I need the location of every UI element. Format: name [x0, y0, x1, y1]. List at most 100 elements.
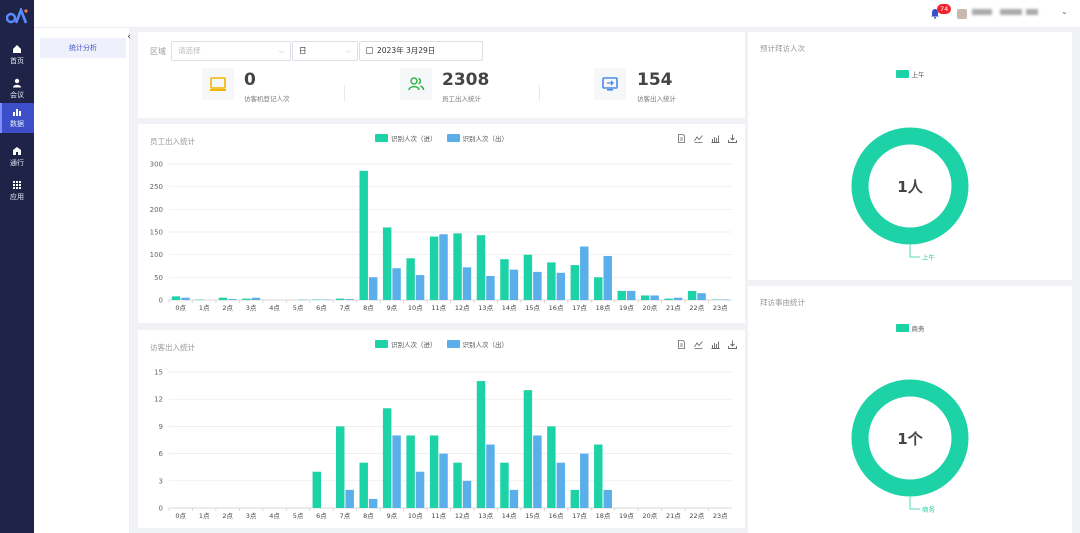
bar-out[interactable]	[580, 453, 589, 508]
x-tick-label: 17点	[572, 512, 587, 520]
bar-in[interactable]	[382, 227, 392, 300]
nav-item-meeting[interactable]: 会议	[0, 74, 34, 104]
bar-out[interactable]	[462, 267, 472, 300]
bar-in[interactable]	[218, 297, 228, 300]
pie-slice[interactable]	[851, 379, 969, 497]
bar-out[interactable]	[228, 299, 237, 300]
bar-out[interactable]	[368, 498, 378, 508]
calendar-icon	[366, 47, 373, 54]
x-tick-label: 12点	[455, 304, 470, 312]
bar-out[interactable]	[392, 435, 401, 508]
bar-out[interactable]	[697, 293, 706, 300]
bar-in[interactable]	[664, 298, 673, 300]
bar-out[interactable]	[603, 489, 612, 508]
download-icon[interactable]	[728, 340, 737, 349]
bar-out[interactable]	[533, 271, 542, 300]
bar-out[interactable]	[509, 489, 519, 508]
nav-item-data[interactable]: 数据	[0, 103, 34, 133]
bar-out[interactable]	[368, 277, 378, 300]
avatar[interactable]	[957, 9, 967, 19]
bar-out[interactable]	[673, 297, 683, 300]
app-logo[interactable]	[6, 8, 28, 24]
bar-in[interactable]	[429, 435, 439, 508]
bar-in[interactable]	[594, 444, 603, 508]
x-tick-label: 15点	[525, 304, 540, 312]
legend-label-in[interactable]: 识别人次（进）	[391, 341, 437, 349]
bar-in[interactable]	[687, 290, 697, 300]
bar-out[interactable]	[392, 268, 401, 300]
bar-out[interactable]	[509, 269, 519, 300]
bar-in[interactable]	[359, 170, 368, 300]
bar-in[interactable]	[500, 259, 509, 300]
nav-item-access[interactable]: 通行	[0, 142, 34, 172]
bar-in[interactable]	[500, 462, 509, 508]
pie-slice[interactable]	[851, 127, 969, 245]
nav-item-home[interactable]: 首页	[0, 40, 34, 70]
line-chart-icon[interactable]	[694, 340, 703, 349]
subnav-item-statistics[interactable]: 统计分析	[40, 38, 126, 58]
legend-label-in[interactable]: 识别人次（进）	[391, 135, 437, 143]
bar-in[interactable]	[594, 277, 603, 300]
bar-out[interactable]	[181, 297, 190, 300]
bar-in[interactable]	[547, 426, 556, 508]
bar-in[interactable]	[640, 295, 650, 300]
bar-in[interactable]	[453, 462, 462, 508]
legend-label[interactable]: 商务	[911, 325, 925, 333]
region-select[interactable]: 请选择 ⌵	[171, 41, 291, 61]
bar-out[interactable]	[415, 471, 425, 508]
bar-in[interactable]	[570, 489, 580, 508]
bar-out[interactable]	[462, 480, 472, 508]
line-chart-icon[interactable]	[694, 134, 703, 143]
bar-in[interactable]	[523, 390, 533, 508]
bar-in[interactable]	[171, 296, 181, 300]
slice-label: 上午	[922, 253, 936, 262]
bar-in[interactable]	[406, 258, 415, 300]
period-select[interactable]: 日 ⌵	[292, 41, 358, 61]
legend-label-out[interactable]: 识别人次（出）	[462, 341, 509, 349]
bar-in[interactable]	[336, 298, 345, 300]
date-picker[interactable]: 2023年 3月29日	[359, 41, 483, 61]
bar-out[interactable]	[439, 234, 448, 300]
user-name-blurred[interactable]	[972, 9, 1062, 18]
bar-out[interactable]	[415, 275, 425, 300]
bar-in[interactable]	[359, 462, 368, 508]
bar-in[interactable]	[242, 298, 251, 300]
download-icon[interactable]	[728, 134, 737, 143]
nav-item-apps[interactable]: 应用	[0, 176, 34, 206]
bar-in[interactable]	[523, 254, 533, 300]
bar-in[interactable]	[547, 262, 556, 300]
bar-out[interactable]	[439, 453, 448, 508]
bar-out[interactable]	[650, 295, 659, 300]
bar-out[interactable]	[345, 489, 354, 508]
bar-out[interactable]	[251, 297, 261, 300]
bar-in[interactable]	[453, 233, 462, 300]
bar-in[interactable]	[570, 265, 580, 300]
bar-in[interactable]	[429, 236, 439, 300]
bar-out[interactable]	[345, 299, 354, 300]
bar-chart-icon[interactable]	[711, 340, 720, 349]
bar-out[interactable]	[556, 462, 566, 508]
bar-in[interactable]	[617, 290, 626, 300]
chart-title: 预计拜访人次	[760, 44, 805, 53]
bar-chart-icon[interactable]	[711, 134, 720, 143]
bar-in[interactable]	[312, 471, 322, 508]
bar-in[interactable]	[382, 408, 392, 508]
chevron-down-icon[interactable]: ⌄	[1061, 7, 1068, 16]
legend-swatch-out	[446, 340, 460, 348]
bar-out[interactable]	[486, 444, 495, 508]
data-view-icon[interactable]	[677, 134, 686, 143]
bar-in[interactable]	[476, 381, 486, 508]
bar-out[interactable]	[556, 272, 566, 300]
legend-label-out[interactable]: 识别人次（出）	[462, 135, 509, 143]
legend-label[interactable]: 上午	[911, 71, 925, 79]
collapse-chevron-icon[interactable]: ‹	[127, 32, 131, 42]
bar-in[interactable]	[476, 235, 486, 300]
data-view-icon[interactable]	[677, 340, 686, 349]
bar-out[interactable]	[580, 246, 589, 300]
bar-in[interactable]	[406, 435, 415, 508]
bar-out[interactable]	[533, 435, 542, 508]
bar-in[interactable]	[336, 426, 345, 508]
bar-out[interactable]	[603, 256, 612, 300]
bar-out[interactable]	[626, 290, 636, 300]
bar-out[interactable]	[486, 275, 495, 300]
